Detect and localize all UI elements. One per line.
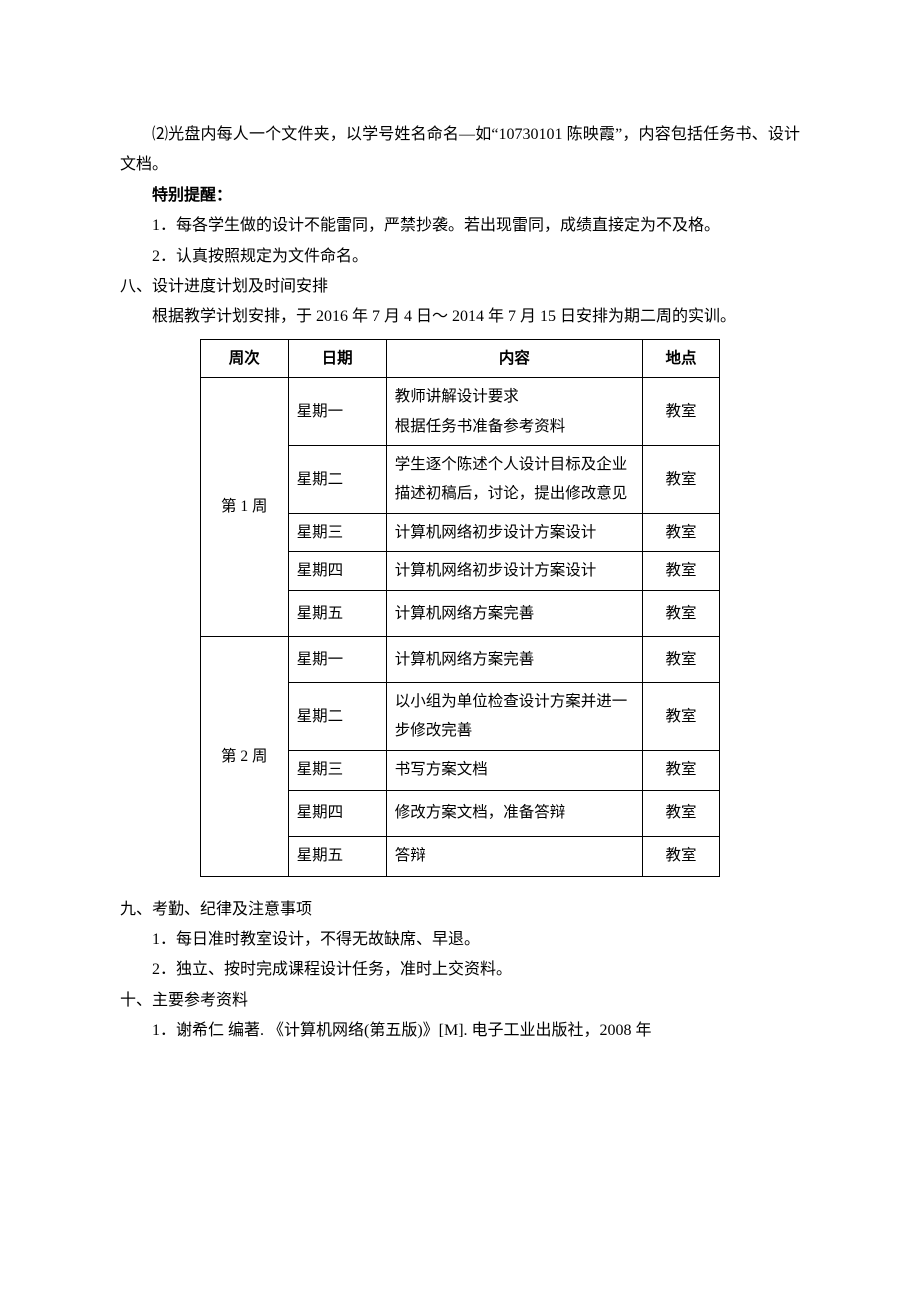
table-row: 第 1 周 星期一 教师讲解设计要求根据任务书准备参考资料 教室 <box>201 378 720 446</box>
th-location: 地点 <box>643 339 720 377</box>
cell-day: 星期三 <box>288 750 386 790</box>
section-9-item-2: 2．独立、按时完成课程设计任务，准时上交资料。 <box>120 955 800 985</box>
cell-day: 星期一 <box>288 378 386 446</box>
section-10-item-1: 1．谢希仁 编著. 《计算机网络(第五版)》[M]. 电子工业出版社，2008 … <box>120 1016 800 1046</box>
cell-content: 计算机网络初步设计方案设计 <box>386 513 642 551</box>
cell-content: 计算机网络方案完善 <box>386 590 642 636</box>
table-body: 第 1 周 星期一 教师讲解设计要求根据任务书准备参考资料 教室 星期二 学生逐… <box>201 378 720 877</box>
cell-loc: 教室 <box>643 590 720 636</box>
th-week: 周次 <box>201 339 289 377</box>
section-9-item-1: 1．每日准时教室设计，不得无故缺席、早退。 <box>120 925 800 955</box>
paragraph-cd-instructions: ⑵光盘内每人一个文件夹，以学号姓名命名—如“10730101 陈映霞”，内容包括… <box>120 120 800 181</box>
cell-day: 星期三 <box>288 513 386 551</box>
cell-loc: 教室 <box>643 682 720 750</box>
cell-loc: 教室 <box>643 836 720 876</box>
cell-content: 书写方案文档 <box>386 750 642 790</box>
cell-loc: 教室 <box>643 636 720 682</box>
cell-content: 计算机网络初步设计方案设计 <box>386 552 642 590</box>
reminder-item-1: 1．每各学生做的设计不能雷同，严禁抄袭。若出现雷同，成绩直接定为不及格。 <box>120 211 800 241</box>
cell-week-2: 第 2 周 <box>201 636 289 876</box>
table-header-row: 周次 日期 内容 地点 <box>201 339 720 377</box>
reminder-item-2: 2．认真按照规定为文件命名。 <box>120 242 800 272</box>
cell-day: 星期一 <box>288 636 386 682</box>
cell-day: 星期二 <box>288 446 386 514</box>
cell-content: 以小组为单位检查设计方案并进一步修改完善 <box>386 682 642 750</box>
cell-content: 教师讲解设计要求根据任务书准备参考资料 <box>386 378 642 446</box>
cell-content: 修改方案文档，准备答辩 <box>386 790 642 836</box>
cell-content: 答辩 <box>386 836 642 876</box>
th-date: 日期 <box>288 339 386 377</box>
cell-week-1: 第 1 周 <box>201 378 289 637</box>
cell-loc: 教室 <box>643 552 720 590</box>
section-10-heading: 十、主要参考资料 <box>120 986 800 1016</box>
cell-day: 星期四 <box>288 552 386 590</box>
cell-loc: 教室 <box>643 750 720 790</box>
table-row: 第 2 周 星期一 计算机网络方案完善 教室 <box>201 636 720 682</box>
reminder-heading: 特别提醒： <box>120 181 800 211</box>
cell-day: 星期五 <box>288 590 386 636</box>
cell-loc: 教室 <box>643 513 720 551</box>
section-9-heading: 九、考勤、纪律及注意事项 <box>120 895 800 925</box>
schedule-table: 周次 日期 内容 地点 第 1 周 星期一 教师讲解设计要求根据任务书准备参考资… <box>200 339 720 877</box>
cell-loc: 教室 <box>643 378 720 446</box>
cell-content: 计算机网络方案完善 <box>386 636 642 682</box>
cell-content: 学生逐个陈述个人设计目标及企业描述初稿后，讨论，提出修改意见 <box>386 446 642 514</box>
cell-day: 星期四 <box>288 790 386 836</box>
section-8-body: 根据教学计划安排，于 2016 年 7 月 4 日～ 2014 年 7 月 15… <box>120 302 800 332</box>
th-content: 内容 <box>386 339 642 377</box>
cell-loc: 教室 <box>643 790 720 836</box>
document-page: ⑵光盘内每人一个文件夹，以学号姓名命名—如“10730101 陈映霞”，内容包括… <box>0 0 920 1302</box>
cell-loc: 教室 <box>643 446 720 514</box>
cell-day: 星期二 <box>288 682 386 750</box>
cell-day: 星期五 <box>288 836 386 876</box>
section-8-heading: 八、设计进度计划及时间安排 <box>120 272 800 302</box>
